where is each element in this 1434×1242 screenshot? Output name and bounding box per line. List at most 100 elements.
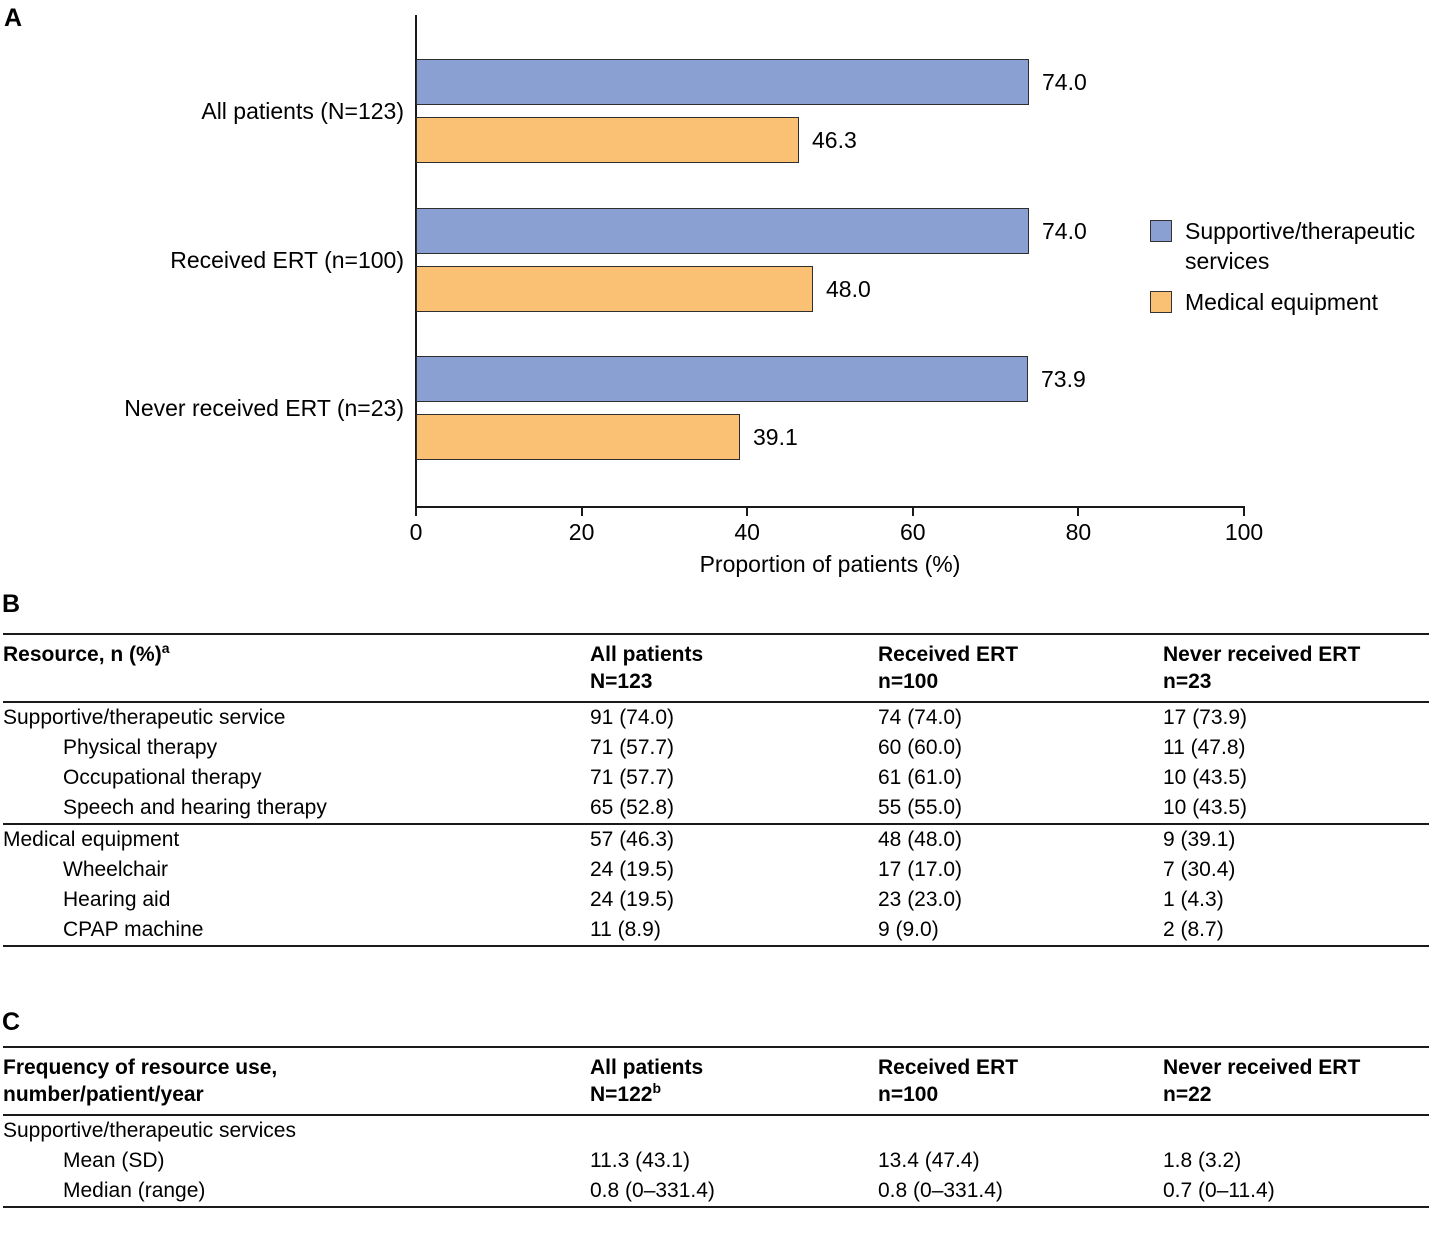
bar-equipment — [416, 414, 740, 460]
x-axis-tick-label: 0 — [409, 519, 423, 545]
x-axis-tick-label: 60 — [900, 519, 926, 545]
table-row: Supportive/therapeutic services — [3, 1116, 1429, 1146]
row-label: Hearing aid — [63, 888, 171, 911]
header-cell: Resource, n (%)a — [3, 641, 590, 695]
row-value: 74 (74.0) — [878, 706, 963, 729]
header-line: N=122b — [590, 1080, 662, 1106]
legend-label: Supportive/therapeutic services — [1185, 218, 1416, 274]
x-axis-tick-label: 20 — [568, 519, 595, 545]
header-cell: All patients N=122b — [590, 1054, 878, 1108]
row-value: 1 (4.3) — [1163, 888, 1224, 911]
header-line: n=22 — [1163, 1083, 1212, 1106]
row-value: 11 (8.9) — [590, 918, 661, 941]
row-value: 17 (73.9) — [1163, 706, 1248, 729]
row-label: Occupational therapy — [63, 766, 262, 789]
row-value: 11 (47.8) — [1163, 736, 1246, 759]
chart-x-axis — [415, 506, 1245, 508]
row-label: Speech and hearing therapy — [63, 796, 327, 819]
row-label: CPAP machine — [63, 918, 204, 941]
header-cell: All patients N=123 — [590, 641, 878, 695]
header-line: Resource, n (%)a — [3, 640, 170, 666]
header-line: Received ERT — [878, 643, 1019, 666]
table-row: Occupational therapy 71 (57.7) 61 (61.0) 10… — [3, 763, 1429, 793]
header-line: Never received ERT — [1163, 1056, 1361, 1079]
bar-equipment — [416, 117, 799, 163]
legend-swatch-icon — [1150, 220, 1172, 242]
legend-swatch-icon — [1150, 291, 1172, 313]
header-line: Never received ERT — [1163, 643, 1361, 666]
table-row: Speech and hearing therapy 65 (52.8) 55 (5… — [3, 793, 1429, 823]
row-value: 1.8 (3.2) — [1163, 1149, 1242, 1172]
row-value: 10 (43.5) — [1163, 766, 1248, 789]
table-header-row: Frequency of resource use, number/patient… — [3, 1048, 1429, 1114]
bar-value-label: 46.3 — [812, 127, 857, 153]
header-line: Received ERT — [878, 1056, 1019, 1079]
header-line: Frequency of resource use, — [3, 1056, 278, 1079]
x-axis-tick-label: 80 — [1065, 519, 1092, 545]
row-value: 55 (55.0) — [878, 796, 963, 819]
resource-table: Resource, n (%)a All patients N=123 Receive… — [3, 633, 1429, 947]
row-label: Medical equipment — [3, 828, 180, 851]
row-value: 91 (74.0) — [590, 706, 675, 729]
bar-chart: Proportion of patients (%) Supportive/th… — [0, 0, 1434, 600]
x-axis-tick-label: 100 — [1224, 519, 1264, 545]
header-cell: Frequency of resource use, number/patient… — [3, 1054, 590, 1108]
bar-value-label: 39.1 — [753, 424, 798, 450]
row-value: 0.8 (0–331.4) — [590, 1179, 715, 1202]
table-rule-group — [3, 823, 1429, 825]
row-value — [1163, 1116, 1429, 1146]
row-value: 60 (60.0) — [878, 736, 963, 759]
table-header-row: Resource, n (%)a All patients N=123 Receive… — [3, 635, 1429, 701]
chart-legend: Supportive/therapeutic services Medical e… — [1150, 216, 1430, 328]
table-row: Median (range) 0.8 (0–331.4) 0.8 (0–331.4)… — [3, 1176, 1429, 1206]
header-cell: Received ERT n=100 — [878, 641, 1163, 695]
row-value: 71 (57.7) — [590, 766, 675, 789]
x-axis-tick — [415, 508, 417, 516]
table-row: Wheelchair 24 (19.5) 17 (17.0) 7 (30.4) — [3, 855, 1429, 885]
x-axis-tick — [911, 508, 914, 516]
row-label: Supportive/therapeutic services — [3, 1119, 296, 1142]
frequency-table: Frequency of resource use, number/patient… — [3, 1046, 1429, 1208]
chart-y-axis — [415, 15, 417, 508]
table-rule-header — [3, 701, 1429, 703]
row-value: 2 (8.7) — [1163, 918, 1224, 941]
header-footnote-marker: a — [161, 640, 170, 656]
legend-label: Medical equipment — [1185, 289, 1379, 315]
row-value: 9 (9.0) — [878, 918, 939, 941]
row-value: 13.4 (47.4) — [878, 1149, 980, 1172]
bar-value-label: 48.0 — [826, 276, 871, 302]
bar-supportive — [416, 59, 1029, 105]
header-line: n=23 — [1163, 670, 1212, 693]
row-value: 24 (19.5) — [590, 858, 675, 881]
x-axis-tick — [1243, 508, 1245, 516]
header-line: N=123 — [590, 670, 653, 693]
table-row: Mean (SD) 11.3 (43.1) 13.4 (47.4) 1.8 (3.2) — [3, 1146, 1429, 1176]
table-row: Medical equipment 57 (46.3) 48 (48.0) 9 (39… — [3, 825, 1429, 855]
table-rule-top — [3, 633, 1429, 635]
legend-item: Medical equipment — [1150, 287, 1430, 317]
row-value: 0.7 (0–11.4) — [1163, 1179, 1275, 1202]
header-cell: Received ERT n=100 — [878, 1054, 1163, 1108]
row-value: 23 (23.0) — [878, 888, 963, 911]
row-value: 61 (61.0) — [878, 766, 963, 789]
row-value: 24 (19.5) — [590, 888, 675, 911]
x-axis-tick-label: 40 — [734, 519, 760, 545]
x-axis-title: Proportion of patients (%) — [699, 551, 961, 577]
bar-value-label: 73.9 — [1041, 366, 1086, 392]
table-row: Physical therapy 71 (57.7) 60 (60.0) 11 (47… — [3, 733, 1429, 763]
header-line: All patients — [590, 643, 704, 666]
panel-b-label: B — [2, 590, 21, 618]
x-axis-tick — [580, 508, 583, 516]
header-line: n=100 — [878, 1083, 939, 1106]
x-axis-tick — [746, 508, 749, 516]
legend-item: Supportive/therapeutic services — [1150, 216, 1430, 276]
x-axis-tick — [1077, 508, 1080, 516]
row-label: Supportive/therapeutic service — [3, 706, 286, 729]
panel-c-label: C — [2, 1008, 21, 1036]
row-value: 11.3 (43.1) — [590, 1149, 691, 1172]
header-cell: Never received ERT n=22 — [1163, 1054, 1429, 1108]
row-value: 71 (57.7) — [590, 736, 675, 759]
row-value: 7 (30.4) — [1163, 858, 1236, 881]
header-line: number/patient/year — [3, 1083, 204, 1106]
header-line: All patients — [590, 1056, 704, 1079]
